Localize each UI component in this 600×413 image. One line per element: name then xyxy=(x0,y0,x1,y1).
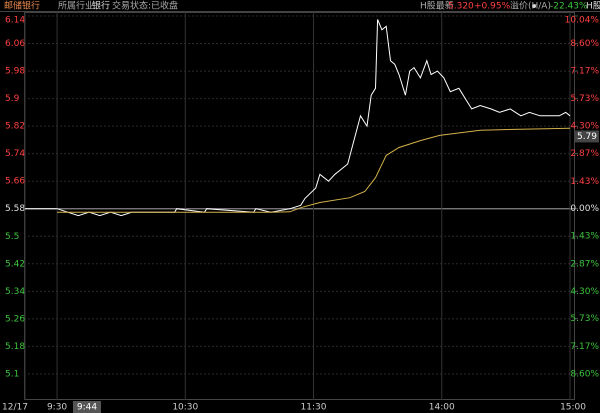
stock-name[interactable]: 邮储银行 xyxy=(4,0,40,12)
y-tick-label: 5.98 xyxy=(5,67,25,77)
y-tick-label: 5.1 xyxy=(5,369,19,379)
y-tick-label: 5.34 xyxy=(5,287,25,297)
x-tick-label: 10:30 xyxy=(172,403,198,413)
last-price-label: 5.79 xyxy=(577,132,597,142)
h-button[interactable]: H股 xyxy=(586,1,600,12)
cursor-label: 9:44 xyxy=(77,403,97,413)
h-label: H股最新 xyxy=(420,0,454,12)
industry[interactable]: 银行 xyxy=(92,0,110,12)
y2-tick-label: 10.04% xyxy=(565,16,600,26)
y2-tick-label: 7.17% xyxy=(570,342,599,352)
y-tick-label: 5.74 xyxy=(5,149,25,159)
y-tick-label: 5.58 xyxy=(5,204,25,214)
y2-tick-label: 4.30% xyxy=(570,122,599,132)
premium: -22.43% xyxy=(550,2,588,12)
y-tick-label: 5.66 xyxy=(5,177,25,187)
h-price: 5.320 xyxy=(448,2,474,12)
price-line xyxy=(57,127,571,213)
x-tick-label: 9:30 xyxy=(47,403,67,413)
cursor-box xyxy=(72,401,101,413)
y2-tick-label: 1.43% xyxy=(570,232,599,242)
y-tick-label: 6.14 xyxy=(5,16,25,26)
y-tick-label: 5.26 xyxy=(5,314,25,324)
y2-tick-label: 2.87% xyxy=(570,149,599,159)
y-tick-label: 5.5 xyxy=(5,232,19,242)
x-tick-label: 15:00 xyxy=(560,403,586,413)
last-price-tag xyxy=(575,130,599,143)
y2-tick-label: 4.30% xyxy=(570,287,599,297)
y2-tick-label: 5.73% xyxy=(570,314,599,324)
industry-label: 所属行业 xyxy=(58,0,94,12)
x-tick-label: 11:30 xyxy=(301,403,327,413)
dot xyxy=(532,4,536,8)
y-tick-label: 5.42 xyxy=(5,259,25,269)
y-tick-label: 5.82 xyxy=(5,122,25,132)
x-tick-label: 14:00 xyxy=(429,403,455,413)
y-tick-label: 6.06 xyxy=(5,39,25,49)
y2-tick-label: 7.17% xyxy=(570,67,599,77)
y2-tick-label: 2.87% xyxy=(570,259,599,269)
y2-tick-label: 8.60% xyxy=(570,39,599,49)
y-tick-label: 5.9 xyxy=(5,94,20,104)
y2-tick-label: 1.43% xyxy=(570,177,599,187)
y2-tick-label: 5.73% xyxy=(570,94,599,104)
x-tick-label: 12/17 xyxy=(2,403,28,413)
premium-label: 溢价(H/A) xyxy=(510,0,551,12)
y-tick-label: 5.18 xyxy=(5,342,25,352)
y2-tick-label: 8.60% xyxy=(570,369,599,379)
y2-tick-label: 0.00% xyxy=(570,204,599,214)
h-change: +0.95% xyxy=(474,2,511,12)
trade-status: 交易状态:已收盘 xyxy=(112,0,178,12)
